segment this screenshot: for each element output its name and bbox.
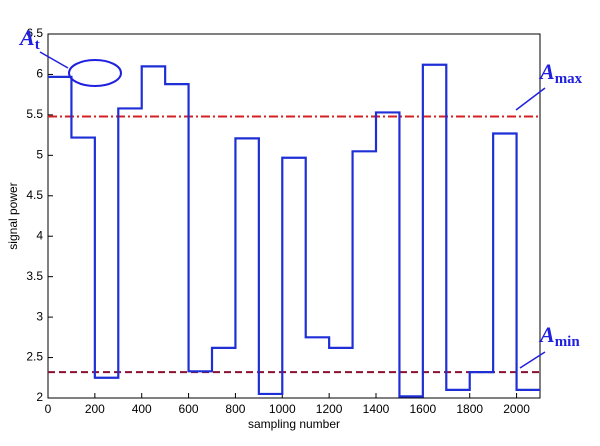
x-tick-label: 600: [179, 402, 199, 416]
x-tick-label: 1400: [363, 402, 390, 416]
x-tick-label: 1200: [316, 402, 343, 416]
y-tick-label: 6: [36, 67, 43, 81]
arrow: [519, 351, 546, 369]
arrow: [515, 87, 546, 111]
plot-frame: [47, 33, 541, 399]
annotation: Amin: [538, 322, 580, 350]
annotation: Amax: [538, 59, 583, 87]
y-tick-label: 3: [36, 309, 43, 323]
line-series: [48, 63, 540, 398]
x-tick-label: 400: [132, 402, 152, 416]
x-tick-label: 200: [85, 402, 105, 416]
y-tick-label: 5.5: [26, 107, 43, 121]
y-tick-label: 5: [36, 148, 43, 162]
y-tick-label: 4.5: [26, 188, 43, 202]
x-tick-label: 0: [45, 402, 52, 416]
y-tick-label: 6.5: [26, 26, 43, 40]
highlight-circle: [68, 59, 122, 87]
y-axis-label: signal power: [6, 182, 20, 249]
x-axis-label: sampling number: [248, 417, 340, 431]
y-tick-label: 4: [36, 228, 43, 242]
y-tick-label: 3.5: [26, 269, 43, 283]
x-tick-label: 2000: [503, 402, 530, 416]
annotation: At: [18, 25, 40, 53]
x-tick-label: 1000: [269, 402, 296, 416]
x-tick-label: 1600: [410, 402, 437, 416]
x-tick-label: 800: [225, 402, 245, 416]
y-tick-label: 2: [36, 390, 43, 404]
y-tick-label: 2.5: [26, 350, 43, 364]
x-tick-label: 1800: [456, 402, 483, 416]
arrow: [39, 51, 69, 69]
